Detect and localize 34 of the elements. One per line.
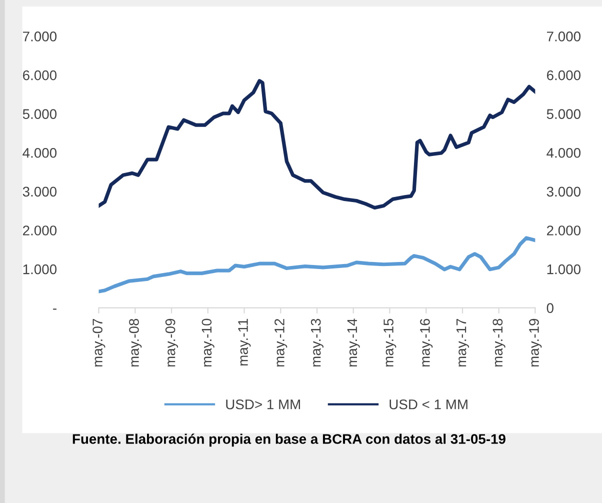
x-tick-label: may.-14	[347, 318, 360, 366]
line-series	[98, 79, 536, 210]
y2-tick-label: 2.000	[546, 226, 580, 236]
x-tick-label: may.-07	[92, 318, 106, 366]
x-tick-label: may.-17	[456, 318, 469, 366]
x-tick-label: may.-11	[238, 318, 251, 366]
y-tick-label: 4.000	[22, 148, 57, 158]
x-tick-label: may.-10	[202, 318, 214, 366]
y2-tick-label: 4.000	[546, 148, 580, 158]
line-series	[98, 236, 536, 294]
y-tick-label: 2.000	[23, 226, 57, 236]
y2-tick-label: 5.000	[546, 109, 580, 119]
x-tick-label: may.-13	[310, 318, 324, 366]
y2-tick-label: 6.000	[546, 70, 580, 80]
y-tick-label: 5.000	[22, 109, 57, 119]
x-tick-label: may.-08	[129, 318, 142, 366]
x-tick-label: may.-12	[274, 318, 288, 366]
y2-tick-label: 0	[546, 303, 554, 314]
legend-label: USD < 1 MM	[390, 399, 468, 410]
y-tick-label: -	[53, 308, 56, 310]
x-tick-label: may.-16	[420, 318, 433, 366]
legend-label: USD> 1 MM	[226, 399, 300, 410]
y-tick-label: 3.000	[22, 186, 57, 197]
x-tick-label: may.-19	[529, 318, 542, 366]
y2-tick-label: 3.000	[546, 186, 580, 197]
y2-tick-label: 7.000	[547, 32, 580, 42]
x-tick-label: may.-18	[492, 318, 506, 366]
x-tick-label: may.-09	[165, 318, 178, 366]
y-tick-label: 7.000	[23, 32, 57, 42]
y-tick-label: 1.000	[23, 264, 57, 274]
y2-tick-label: 1.000	[547, 264, 580, 274]
source-note: Fuente. Elaboración propia en base a BCRA con datos al 31-05-19	[72, 434, 506, 447]
y-tick-label: 6.000	[23, 70, 57, 80]
x-tick-label: may.-15	[384, 318, 396, 366]
